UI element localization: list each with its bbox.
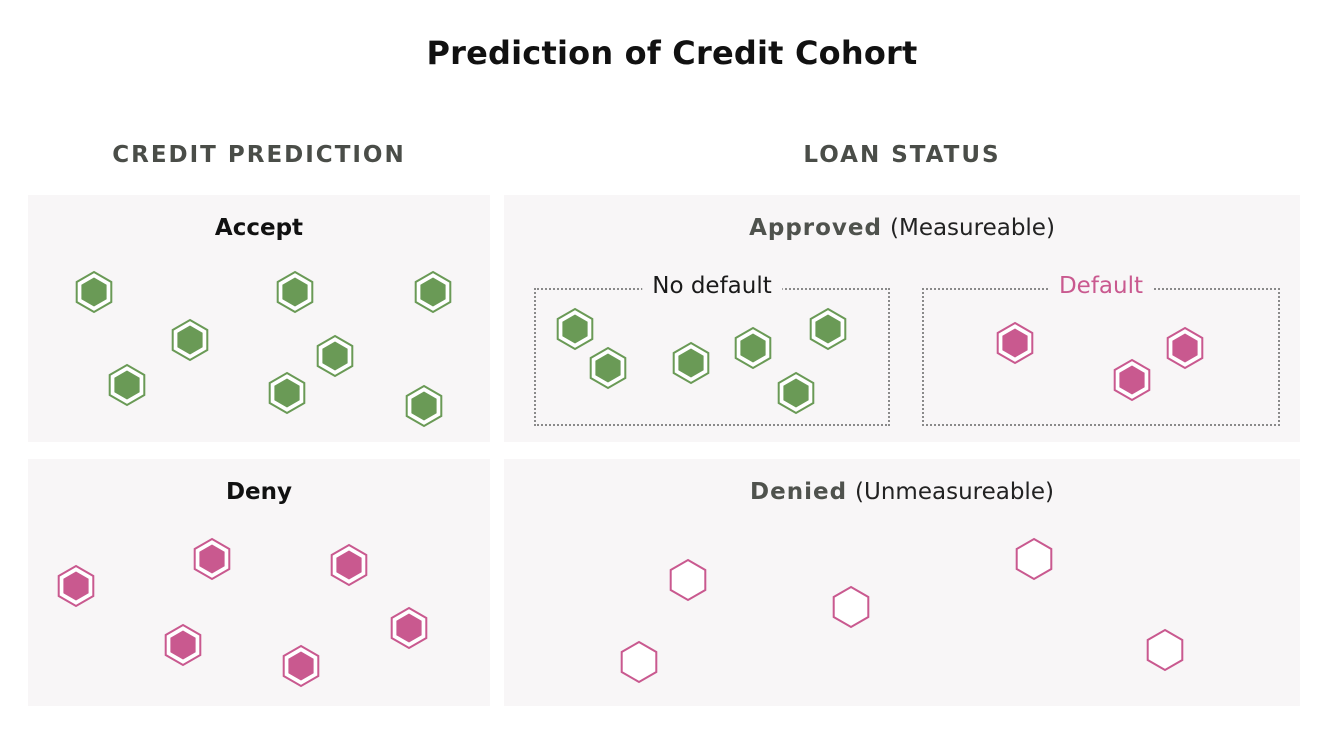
column-heading-credit-prediction: CREDIT PREDICTION bbox=[112, 142, 406, 168]
denied-hex-icon bbox=[832, 585, 870, 629]
default-hex-icon bbox=[1113, 358, 1151, 402]
panel-denied: Denied (Unmeasureable) bbox=[504, 459, 1300, 706]
accept-label: Accept bbox=[214, 215, 304, 241]
accept-hex-icon bbox=[414, 270, 452, 314]
approved-hexagons bbox=[556, 307, 1204, 415]
accept-hex-icon bbox=[276, 270, 314, 314]
group-default: Default bbox=[922, 273, 1280, 426]
accept-hex-icon bbox=[405, 384, 443, 428]
denied-hexagons bbox=[620, 537, 1184, 684]
accept-hex-icon bbox=[108, 363, 146, 407]
denied-hex-icon bbox=[669, 558, 707, 602]
accept-hex-icon bbox=[75, 270, 113, 314]
column-heading-loan-status: LOAN STATUS bbox=[803, 142, 1001, 168]
no-default-hex-icon bbox=[556, 307, 594, 351]
denied-hex-icon bbox=[1015, 537, 1053, 581]
approved-note: (Measureable) bbox=[890, 215, 1055, 241]
deny-hex-icon bbox=[330, 543, 368, 587]
panel-deny: Deny bbox=[28, 459, 490, 706]
default-hex-icon bbox=[996, 321, 1034, 365]
denied-hex-icon bbox=[620, 640, 658, 684]
accept-hex-icon bbox=[171, 318, 209, 362]
deny-hex-icon bbox=[193, 537, 231, 581]
deny-hex-icon bbox=[164, 623, 202, 667]
deny-hex-icon bbox=[57, 564, 95, 608]
no-default-hex-icon bbox=[589, 346, 627, 390]
accept-hex-icon bbox=[316, 334, 354, 378]
denied-hex-icon bbox=[1146, 628, 1184, 672]
no-default-hex-icon bbox=[777, 371, 815, 415]
accept-hexagons bbox=[75, 270, 452, 428]
page-title: Prediction of Credit Cohort bbox=[426, 34, 918, 72]
panel-approved: Approved (Measureable) No default Default bbox=[504, 195, 1300, 442]
panel-approved-title: Approved (Measureable) bbox=[504, 215, 1300, 241]
panel-deny-title: Deny bbox=[28, 479, 490, 505]
deny-hex-icon bbox=[282, 644, 320, 688]
denied-label: Denied bbox=[750, 479, 848, 505]
approved-label: Approved bbox=[749, 215, 882, 241]
no-default-hex-icon bbox=[734, 326, 772, 370]
panel-accept: Accept bbox=[28, 195, 490, 442]
group-default-label: Default bbox=[1048, 273, 1154, 299]
default-hex-icon bbox=[1166, 326, 1204, 370]
deny-hexagons bbox=[57, 537, 428, 688]
no-default-hex-icon bbox=[809, 307, 847, 351]
group-no-default: No default bbox=[534, 273, 890, 426]
group-no-default-label: No default bbox=[642, 273, 782, 299]
no-default-hex-icon bbox=[672, 341, 710, 385]
accept-hex-icon bbox=[268, 371, 306, 415]
panel-denied-title: Denied (Unmeasureable) bbox=[504, 479, 1300, 505]
deny-hex-icon bbox=[390, 606, 428, 650]
panel-accept-title: Accept bbox=[28, 215, 490, 241]
denied-note: (Unmeasureable) bbox=[855, 479, 1054, 505]
deny-label: Deny bbox=[225, 479, 293, 505]
